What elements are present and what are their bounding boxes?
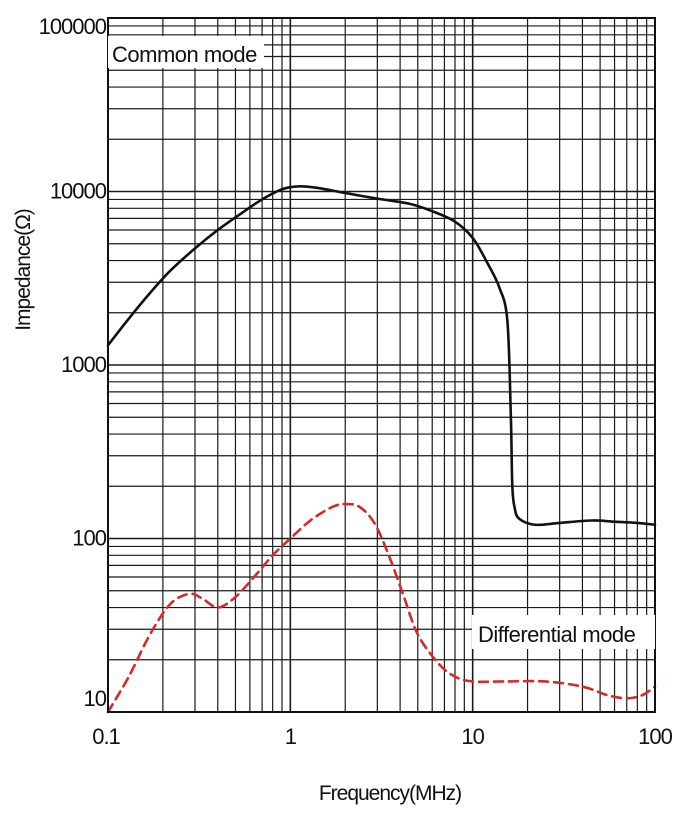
y-tick-label: 100000	[39, 14, 107, 39]
legend-common-label: Common mode	[112, 42, 257, 67]
grid	[107, 18, 655, 713]
plot-border	[107, 17, 656, 713]
y-tick-label: 10	[84, 686, 107, 711]
y-tick-labels: 10 100 1000 10000 100000	[39, 14, 108, 711]
series-line-differential-mode	[106, 502, 657, 714]
legend-differential-bg	[472, 615, 655, 649]
legend-differential-label: Differential mode	[478, 622, 636, 647]
x-tick-label: 100	[638, 724, 672, 749]
y-tick-label: 100	[72, 526, 106, 551]
series-line-common-mode	[106, 185, 657, 527]
y-tick-label: 1000	[61, 352, 107, 377]
x-tick-labels: 0.1 1 10 100	[92, 724, 673, 749]
plot-frame	[107, 17, 656, 713]
y-axis-label: Impedance(Ω)	[12, 209, 35, 331]
series-layer	[106, 185, 657, 714]
legend-differential: Differential mode	[472, 615, 655, 649]
legend-common: Common mode	[108, 36, 264, 68]
legend-common-bg	[108, 36, 264, 68]
x-tick-label: 1	[285, 724, 297, 749]
x-tick-label: 10	[461, 724, 484, 749]
x-axis-label: Frequency(MHz)	[319, 782, 461, 805]
x-tick-label: 0.1	[92, 724, 120, 749]
y-tick-label: 10000	[50, 179, 107, 204]
